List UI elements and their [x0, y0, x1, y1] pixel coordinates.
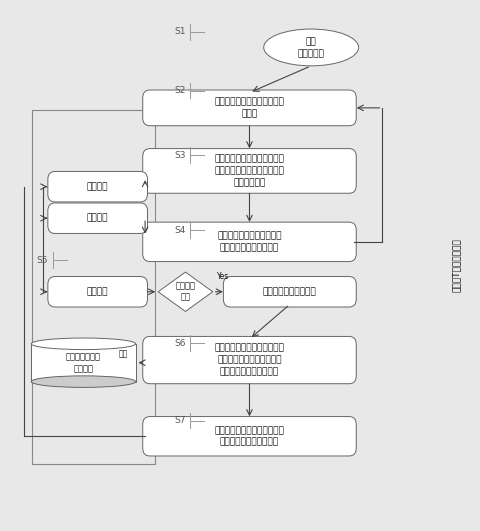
FancyBboxPatch shape	[48, 277, 147, 307]
FancyBboxPatch shape	[223, 277, 356, 307]
Text: S5: S5	[36, 256, 48, 265]
Text: S4: S4	[174, 226, 185, 235]
Polygon shape	[158, 272, 213, 312]
Text: S2: S2	[174, 86, 185, 95]
Text: 按周期T滚动优化运行: 按周期T滚动优化运行	[451, 238, 460, 293]
FancyBboxPatch shape	[143, 90, 356, 126]
Text: 决策系统收集预测信息、群控
系统上传信息，进行一次管理
安排用电计划: 决策系统收集预测信息、群控 系统上传信息，进行一次管理 安排用电计划	[215, 155, 285, 187]
FancyBboxPatch shape	[48, 172, 147, 202]
FancyBboxPatch shape	[143, 337, 356, 384]
Text: Yes: Yes	[217, 272, 230, 281]
Text: 启动
划分负荷群: 启动 划分负荷群	[298, 37, 324, 58]
Text: 群控系统接受到控制命令，生
成控制策略，下发到负荷: 群控系统接受到控制命令，生 成控制策略，下发到负荷	[215, 426, 285, 447]
FancyBboxPatch shape	[31, 344, 136, 382]
Ellipse shape	[31, 338, 136, 349]
Ellipse shape	[264, 29, 359, 66]
Text: 参与过二次响应
的负荷群: 参与过二次响应 的负荷群	[66, 352, 101, 373]
Text: 群控系统收到用电计划，计
算控制策略，下发到负荷: 群控系统收到用电计划，计 算控制策略，下发到负荷	[217, 232, 282, 252]
FancyBboxPatch shape	[143, 222, 356, 262]
Ellipse shape	[31, 376, 136, 388]
Text: S1: S1	[174, 27, 185, 36]
FancyBboxPatch shape	[48, 203, 147, 234]
Text: 群控系统计算负荷群调节能力
并上传: 群控系统计算负荷群调节能力 并上传	[215, 98, 285, 118]
Text: 决策系统筛选参与二次管理的
负荷群，生成控制命令并下
发，将选中的负荷群放入: 决策系统筛选参与二次管理的 负荷群，生成控制命令并下 发，将选中的负荷群放入	[215, 344, 285, 376]
FancyBboxPatch shape	[143, 149, 356, 193]
Text: 实时监控: 实时监控	[87, 287, 108, 296]
Text: S3: S3	[174, 151, 185, 160]
Text: 负荷预测: 负荷预测	[87, 182, 108, 191]
Text: 决策系统启动二次管理: 决策系统启动二次管理	[263, 287, 317, 296]
FancyBboxPatch shape	[143, 416, 356, 456]
Text: 发电预测: 发电预测	[87, 213, 108, 222]
Text: S6: S6	[174, 339, 185, 348]
Text: S7: S7	[174, 416, 185, 425]
Text: 是否超过
阈值: 是否超过 阈值	[175, 282, 195, 302]
Text: 发新: 发新	[119, 349, 128, 358]
